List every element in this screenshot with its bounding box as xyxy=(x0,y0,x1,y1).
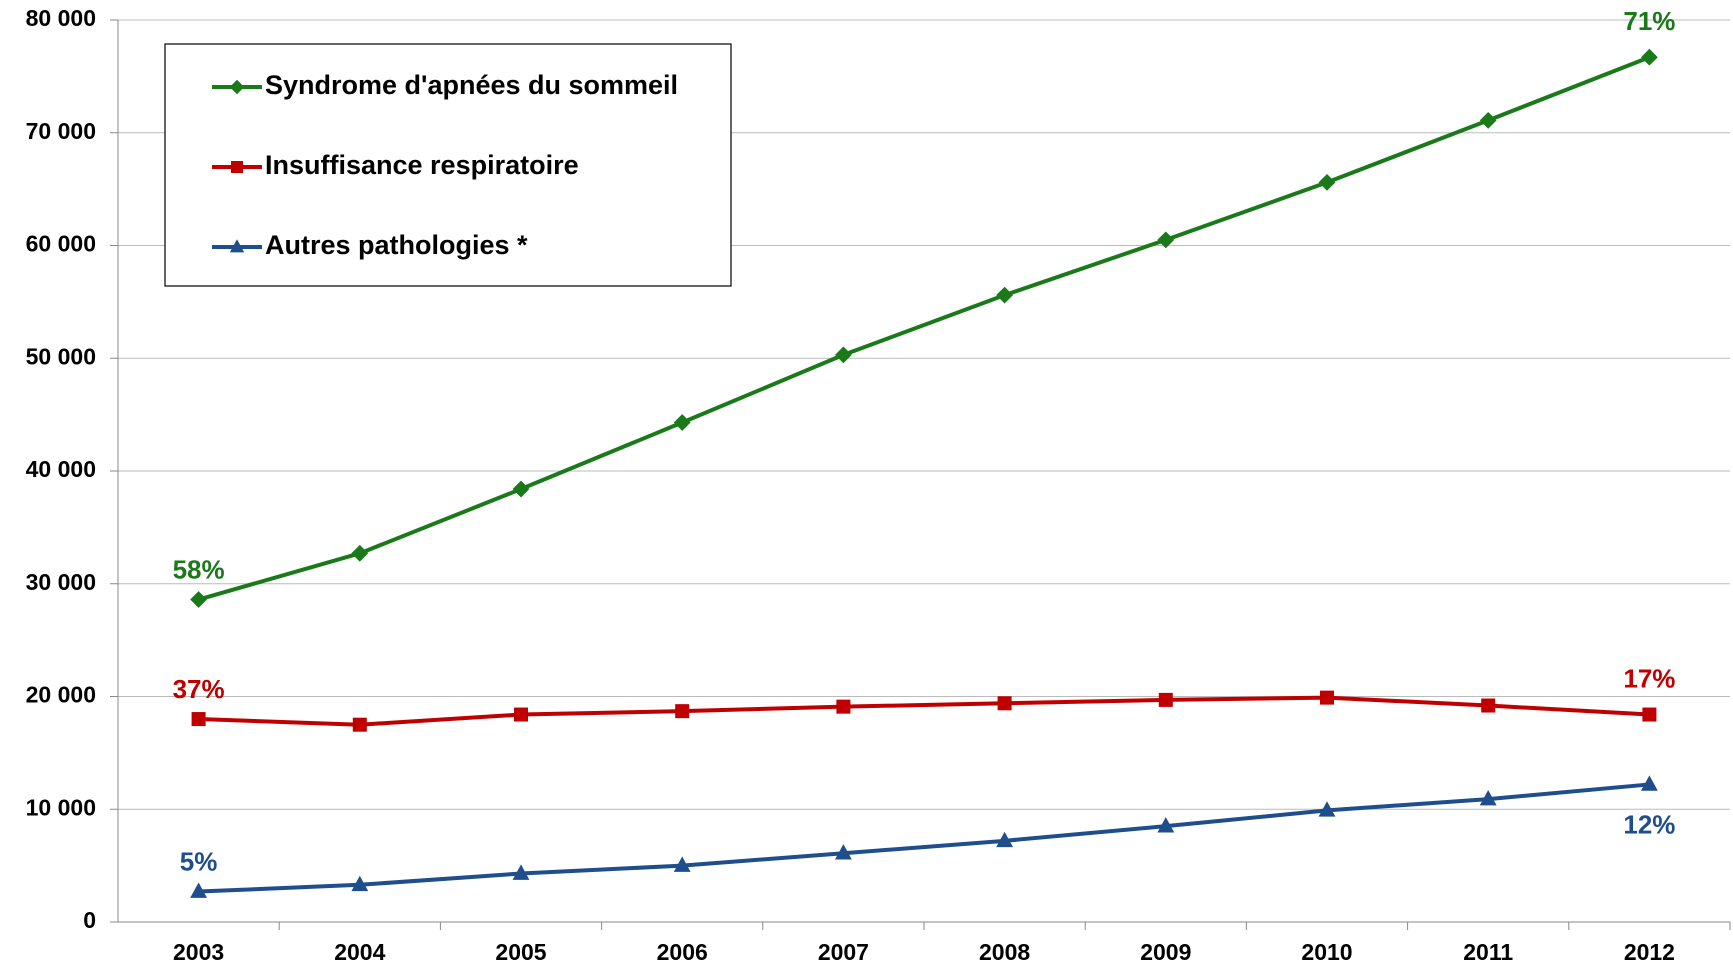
x-tick-label: 2005 xyxy=(495,939,546,965)
y-tick-label: 10 000 xyxy=(26,794,96,820)
marker xyxy=(351,544,369,562)
marker xyxy=(1479,111,1497,129)
end-label: 17% xyxy=(1623,663,1675,693)
y-tick-label: 80 000 xyxy=(26,5,96,31)
marker xyxy=(1481,698,1496,713)
x-tick-label: 2011 xyxy=(1463,939,1513,965)
series-line xyxy=(198,695,1650,727)
end-label: 71% xyxy=(1623,6,1675,36)
y-tick-label: 30 000 xyxy=(26,569,96,595)
marker xyxy=(836,699,851,714)
marker xyxy=(514,707,528,722)
x-tick-label: 2006 xyxy=(657,939,708,965)
marker xyxy=(996,286,1013,304)
marker xyxy=(351,875,369,892)
series-line xyxy=(198,782,1650,894)
marker xyxy=(1157,231,1175,249)
marker xyxy=(1641,775,1658,791)
marker xyxy=(352,717,367,732)
end-label: 12% xyxy=(1623,809,1675,839)
x-tick-label: 2012 xyxy=(1624,939,1675,965)
start-label: 5% xyxy=(180,846,218,876)
legend-label: Autres pathologies * xyxy=(265,230,528,260)
legend-label: Insuffisance respiratoire xyxy=(265,150,579,180)
marker xyxy=(1642,707,1657,722)
marker xyxy=(1157,817,1175,833)
x-tick-label: 2003 xyxy=(173,939,224,965)
marker xyxy=(190,591,207,608)
x-tick-label: 2004 xyxy=(334,939,385,965)
marker xyxy=(835,844,852,860)
marker xyxy=(229,239,245,253)
marker xyxy=(996,831,1013,848)
start-label: 37% xyxy=(173,674,225,704)
marker xyxy=(673,414,691,431)
marker xyxy=(835,346,852,364)
marker xyxy=(1320,690,1334,705)
marker xyxy=(1641,48,1658,66)
x-tick-label: 2008 xyxy=(979,939,1030,965)
marker xyxy=(1318,801,1336,817)
legend-label: Syndrome d'apnées du sommeil xyxy=(265,70,678,100)
y-tick-label: 60 000 xyxy=(26,231,96,257)
y-tick-label: 40 000 xyxy=(26,456,96,482)
marker xyxy=(512,480,530,498)
y-tick-label: 70 000 xyxy=(26,118,96,144)
y-tick-label: 20 000 xyxy=(26,682,96,708)
series-line xyxy=(198,55,1651,602)
marker xyxy=(675,704,690,719)
y-tick-label: 50 000 xyxy=(26,343,96,369)
marker xyxy=(1479,790,1497,806)
marker xyxy=(673,856,691,872)
marker xyxy=(997,696,1012,711)
marker xyxy=(1158,692,1173,707)
marker xyxy=(231,161,243,173)
marker xyxy=(1318,173,1336,191)
marker xyxy=(229,79,245,95)
start-label: 58% xyxy=(173,554,225,584)
x-tick-label: 2009 xyxy=(1140,939,1191,965)
x-tick-label: 2010 xyxy=(1301,939,1352,965)
marker xyxy=(190,882,207,898)
x-tick-label: 2007 xyxy=(818,939,869,965)
marker xyxy=(191,712,206,727)
y-tick-label: 0 xyxy=(83,907,96,933)
marker xyxy=(512,864,530,880)
